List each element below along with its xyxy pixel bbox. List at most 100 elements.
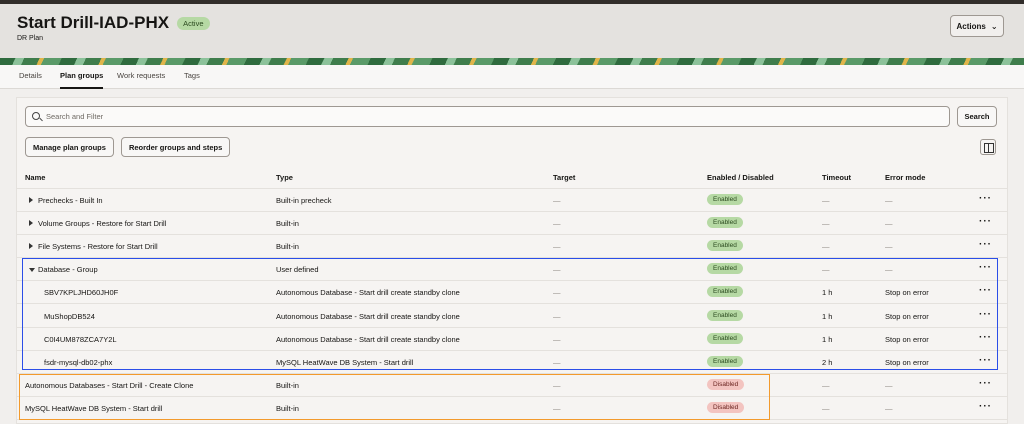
state-badge: Enabled [707, 217, 743, 229]
row-type: Built-in [276, 403, 299, 413]
search-button[interactable]: Search [957, 106, 997, 127]
row-name: SBV7KPLJHD60JH0F [44, 288, 119, 298]
more-actions-icon[interactable]: ··· [979, 308, 992, 320]
row-type: Built-in [276, 219, 299, 229]
more-actions-icon[interactable]: ··· [979, 400, 992, 412]
row-name: MuShopDB524 [44, 311, 95, 321]
row-target: — [553, 242, 561, 252]
column-header[interactable]: Type [276, 173, 293, 182]
table-row[interactable]: Volume Groups - Restore for Start Drill B… [17, 212, 1007, 236]
row-target: — [553, 265, 561, 275]
table-row[interactable]: MuShopDB524 Autonomous Database - Start d… [17, 305, 1007, 328]
row-error-mode: — [885, 380, 893, 390]
row-target: — [553, 311, 561, 321]
row-timeout: — [822, 380, 830, 390]
tab-bar: Details Plan groups Work requests Tags [0, 65, 1024, 89]
row-name: MySQL HeatWave DB System - Start drill [25, 403, 163, 413]
state-badge: Enabled [707, 355, 743, 367]
row-name: Prechecks - Built In [38, 196, 103, 205]
state-badge: Disabled [707, 378, 745, 390]
table-row[interactable]: C0I4UM878ZCA7Y2L Autonomous Database - St… [17, 328, 1007, 351]
row-name: File Systems - Restore for Start Drill [38, 242, 158, 252]
row-error-mode: Stop on error [885, 334, 929, 344]
column-header[interactable]: Target [553, 173, 576, 182]
row-type: Autonomous Database - Start drill create… [276, 311, 460, 321]
state-badge: Enabled [707, 332, 743, 344]
reorder-groups-button[interactable]: Reorder groups and steps [120, 137, 231, 157]
actions-button[interactable]: Actions ⌄ [950, 15, 1004, 37]
row-name: Volume Groups - Restore for Start Drill [38, 219, 167, 229]
row-error-mode: — [885, 265, 893, 275]
row-type: User defined [276, 265, 319, 275]
column-header[interactable]: Error mode [885, 173, 926, 182]
more-actions-icon[interactable]: ··· [979, 262, 992, 274]
row-name: Autonomous Databases - Start Drill - Cre… [25, 380, 194, 390]
title-row: Start Drill-IAD-PHX Active [17, 13, 210, 33]
caret-right-icon[interactable] [29, 220, 33, 227]
state-badge: Disabled [707, 401, 745, 413]
caret-down-icon[interactable] [29, 268, 35, 273]
actions-label: Actions [956, 21, 986, 31]
row-target: — [553, 219, 561, 229]
highlight-box-blue [22, 258, 998, 370]
table-row[interactable]: Autonomous Databases - Start Drill - Cre… [17, 374, 1007, 397]
row-timeout: 2 h [822, 357, 833, 367]
table-row[interactable]: Prechecks - Built In Built-in precheck — En… [17, 189, 1007, 212]
row-type: Built-in precheck [276, 196, 332, 205]
state-badge: Enabled [707, 263, 743, 275]
row-timeout: — [822, 403, 830, 413]
caret-right-icon[interactable] [29, 243, 33, 250]
row-target: — [553, 334, 561, 344]
tab-tags[interactable]: Tags [184, 71, 200, 80]
state-badge: Enabled [707, 240, 743, 252]
tab-plan-groups[interactable]: Plan groups [60, 71, 104, 89]
tab-work-requests[interactable]: Work requests [117, 71, 166, 80]
search-placeholder: Search and Filter [46, 112, 104, 121]
row-timeout: — [822, 265, 830, 275]
table-row[interactable]: Database - Group User defined — Enabled — — ··… [17, 258, 1007, 282]
row-type: MySQL HeatWave DB System - Start drill [276, 357, 414, 367]
status-badge: Active [177, 16, 210, 30]
state-badge: Enabled [707, 194, 743, 205]
more-actions-icon[interactable]: ··· [979, 239, 992, 251]
row-error-mode: — [885, 196, 893, 205]
caret-right-icon[interactable] [29, 197, 33, 203]
table-row[interactable]: fsdr-mysql-db02-phx MySQL HeatWave DB Sys… [17, 351, 1007, 374]
row-timeout: — [822, 196, 830, 205]
row-type: Autonomous Database - Start drill create… [276, 288, 460, 298]
page-header: Start Drill-IAD-PHX Active DR Plan Actio… [0, 4, 1024, 60]
more-actions-icon[interactable]: ··· [979, 377, 992, 389]
row-error-mode: — [885, 242, 893, 252]
more-actions-icon[interactable]: ··· [979, 193, 992, 204]
more-actions-icon[interactable]: ··· [979, 354, 992, 366]
column-header[interactable]: Timeout [822, 173, 852, 182]
highlight-box-orange [19, 374, 770, 420]
row-timeout: — [822, 242, 830, 252]
column-header[interactable]: Enabled / Disabled [707, 173, 774, 182]
columns-icon[interactable] [980, 139, 996, 155]
manage-plan-groups-button[interactable]: Manage plan groups [25, 137, 114, 157]
toolbar-buttons: Manage plan groups Reorder groups and st… [25, 137, 231, 157]
more-actions-icon[interactable]: ··· [979, 285, 992, 297]
search-icon [32, 112, 40, 120]
row-error-mode: Stop on error [885, 288, 929, 298]
row-timeout: 1 h [822, 311, 833, 321]
state-badge: Enabled [707, 286, 743, 298]
search-input[interactable]: Search and Filter [25, 106, 950, 127]
column-header[interactable]: Name [25, 173, 46, 182]
page-title: Start Drill-IAD-PHX [17, 13, 170, 32]
row-name: fsdr-mysql-db02-phx [44, 357, 113, 367]
top-bar [0, 0, 1024, 4]
more-actions-icon[interactable]: ··· [979, 216, 992, 228]
row-name: Database - Group [38, 265, 98, 275]
table-row[interactable]: File Systems - Restore for Start Drill Bu… [17, 235, 1007, 259]
tab-details[interactable]: Details [19, 71, 42, 80]
row-type: Autonomous Database - Start drill create… [276, 334, 460, 344]
table-header-row: Name Type Target Enabled / Disabled Timeout E… [17, 166, 1007, 189]
table-row[interactable]: SBV7KPLJHD60JH0F Autonomous Database - St… [17, 281, 1007, 305]
row-timeout: 1 h [822, 288, 833, 298]
chevron-down-icon: ⌄ [990, 21, 998, 31]
row-type: Built-in [276, 380, 299, 390]
row-target: — [553, 380, 561, 390]
more-actions-icon[interactable]: ··· [979, 331, 992, 343]
